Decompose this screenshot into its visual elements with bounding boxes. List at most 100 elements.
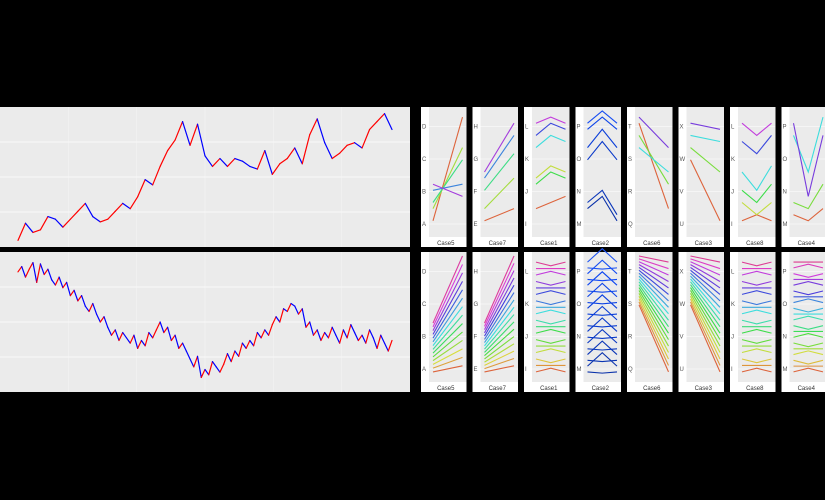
facet-series-line (484, 122, 515, 173)
series-segment (47, 216, 57, 220)
facet-strip-label: Case2 (592, 386, 610, 392)
facet-series-line (484, 263, 515, 327)
facet-series-line (484, 285, 515, 337)
series-segment (376, 113, 386, 123)
facet-series-line (587, 189, 618, 215)
facet-series-line (793, 315, 824, 321)
facet-y-tick-label: K (731, 157, 735, 163)
facet-plot-background (532, 252, 570, 382)
facet-y-tick-label: L (731, 270, 735, 276)
facet-series-line (587, 336, 618, 339)
series-segment (95, 313, 101, 323)
facet-y-tick-label: E (474, 222, 478, 228)
series-segment (230, 350, 236, 363)
facet-grid-bottom: A B C D Case5 E F G H Case7 I J K L Case1 M N O P Case2 Q R S T… (421, 247, 825, 392)
series-segment (290, 302, 296, 307)
series-segment (260, 329, 266, 339)
series-segment (84, 305, 90, 313)
facet-y-tick-label: O (577, 302, 582, 308)
series-segment (346, 324, 352, 339)
facet-series-line (535, 122, 566, 136)
series-segment (365, 329, 371, 344)
series-segment (114, 202, 124, 212)
facet-y-tick-label: H (474, 125, 478, 131)
facet-series-line (587, 325, 618, 328)
facet-Case1: I J K L Case1 (524, 252, 570, 392)
facet-series-line (741, 202, 772, 216)
series-segment (77, 295, 83, 302)
series-segment (324, 331, 330, 339)
series-segment (301, 134, 311, 165)
series-segment (346, 142, 356, 146)
facet-series-line (690, 267, 721, 289)
series-segment (47, 268, 53, 281)
facet-y-tick-label: A (422, 222, 426, 228)
facet-series-line (535, 290, 566, 295)
facet-series-line (535, 270, 566, 276)
series-segment (297, 308, 303, 315)
series-segment (204, 155, 214, 168)
facet-series-line (690, 295, 721, 353)
facet-series-line (793, 342, 824, 348)
facet-y-tick-label: J (525, 335, 528, 341)
facet-series-line (587, 317, 618, 332)
facet-series-line (535, 300, 566, 306)
facet-series-line (587, 195, 618, 222)
facet-strip-label: Case4 (798, 241, 816, 247)
series-segment (58, 276, 64, 289)
facet-y-tick-label: P (577, 270, 581, 276)
facet-series-line (535, 309, 566, 315)
facet-series-line (690, 134, 721, 143)
facet-series-line (587, 282, 618, 298)
facet-series-line (587, 267, 618, 270)
series-segment (110, 329, 116, 336)
facet-series-line (535, 328, 566, 334)
series-segment (204, 368, 210, 376)
series-segment (327, 326, 333, 339)
facet-series-line (690, 258, 721, 270)
facet-Case4: M N O P Case4 (781, 107, 825, 247)
facet-Case1: I J K L Case1 (524, 107, 570, 247)
series-segment (223, 353, 229, 365)
facet-series-line (638, 116, 669, 148)
facet-y-tick-label: A (422, 367, 426, 373)
series-segment (17, 265, 23, 273)
facet-series-line (587, 305, 618, 321)
facet-series-line (793, 273, 824, 278)
facet-y-tick-label: W (680, 302, 686, 308)
series-segment (193, 355, 199, 368)
facet-series-line (741, 358, 772, 364)
facet-series-line (535, 134, 566, 149)
facet-y-tick-label: F (474, 190, 478, 196)
facet-series-line (741, 270, 772, 276)
facet-series-line (484, 292, 515, 340)
facet-series-line (793, 359, 824, 365)
facet-series-line (432, 348, 463, 365)
facet-series-line (638, 267, 669, 289)
series-segment (264, 150, 273, 175)
series-segment (24, 222, 34, 234)
series-segment (125, 337, 131, 344)
facet-series-line (484, 208, 515, 222)
facet-series-line (793, 298, 824, 304)
series-segment (21, 265, 27, 278)
facet-series-line (484, 270, 515, 330)
facet-series-line (587, 290, 618, 293)
facet-y-tick-label: P (783, 125, 787, 131)
facet-strip-label: Case5 (437, 241, 455, 247)
series-segment (80, 295, 86, 307)
series-segment (282, 308, 288, 313)
series-segment (372, 337, 378, 349)
facet-Case5: A B C D Case5 (421, 107, 467, 247)
facet-y-tick-label: U (680, 222, 684, 228)
series-segment (174, 334, 180, 349)
facet-y-tick-label: E (474, 367, 478, 373)
facet-series-line (432, 183, 463, 191)
facet-series-line (690, 255, 721, 263)
facet-y-tick-label: Q (628, 222, 633, 228)
facet-series-line (638, 264, 669, 282)
facet-y-tick-label: J (525, 190, 528, 196)
series-segment (88, 302, 94, 313)
facet-series-line (793, 307, 824, 313)
facet-series-line (638, 269, 669, 295)
